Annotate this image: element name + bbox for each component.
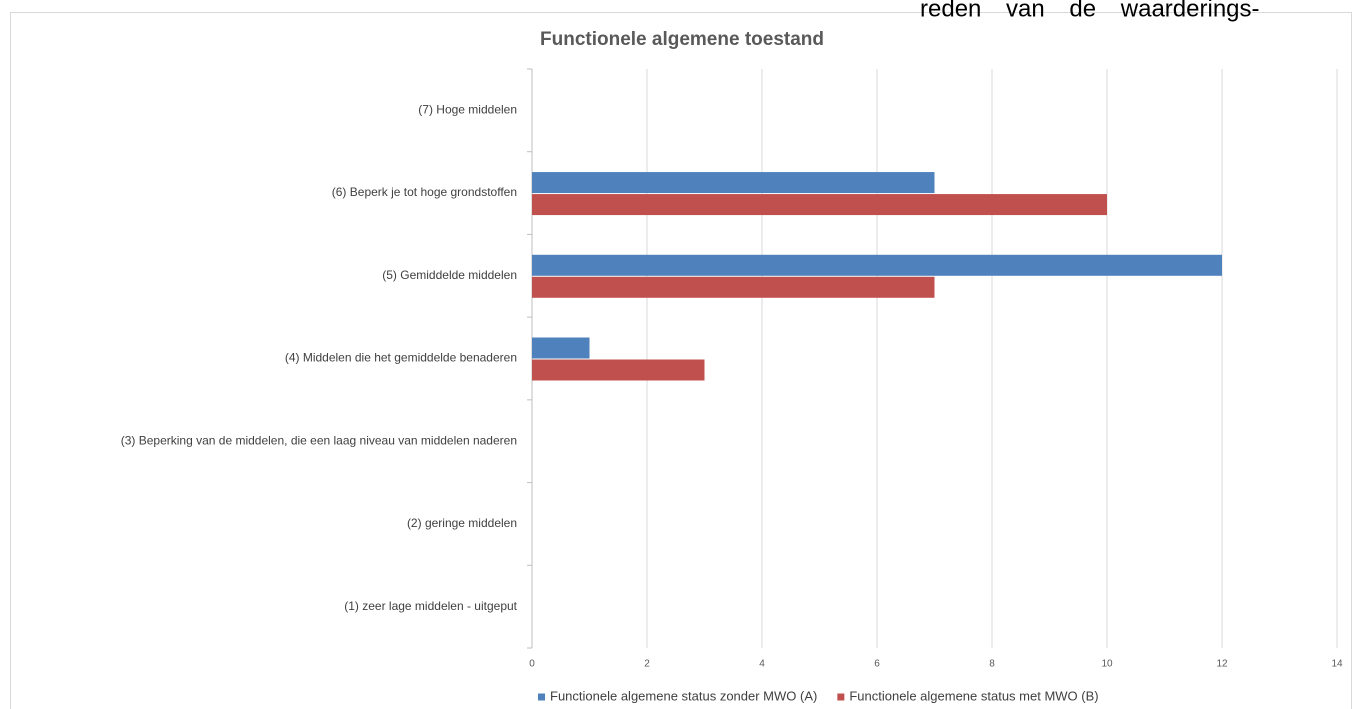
x-tick-label: 8 [989, 659, 995, 670]
x-tick-label: 10 [1101, 659, 1113, 670]
y-tick-label: (5) Gemiddelde middelen [382, 268, 517, 282]
y-tick-label: (6) Beperk je tot hoge grondstoffen [332, 185, 517, 199]
annotation: reden van de waarderings- [920, 0, 1260, 22]
y-tick-label: (2) geringe middelen [407, 516, 517, 530]
y-tick-label: (3) Beperking van de middelen, die een l… [121, 433, 517, 447]
y-tick-label: (1) zeer lage middelen - uitgeput [344, 599, 517, 613]
x-tick-label: 4 [759, 659, 765, 670]
x-tick-label: 0 [529, 659, 535, 670]
chart-title: Functionele algemene toestand [540, 29, 824, 50]
bar [532, 172, 935, 194]
bar [532, 359, 705, 381]
legend-label: Functionele algemene status met MWO (B) [849, 688, 1098, 703]
bar [532, 194, 1107, 216]
x-tick-label: 6 [874, 659, 880, 670]
legend-swatch [538, 693, 545, 701]
legend-label: Functionele algemene status zonder MWO (… [550, 688, 817, 703]
bar [532, 337, 590, 359]
x-tick-label: 2 [644, 659, 650, 670]
bar [532, 276, 935, 298]
x-tick-label: 14 [1331, 659, 1343, 670]
bar [532, 254, 1222, 276]
x-tick-label: 12 [1216, 659, 1228, 670]
y-tick-label: (4) Middelen die het gemiddelde benadere… [285, 351, 517, 365]
legend-swatch [837, 693, 845, 701]
y-tick-label: (7) Hoge middelen [418, 103, 517, 117]
